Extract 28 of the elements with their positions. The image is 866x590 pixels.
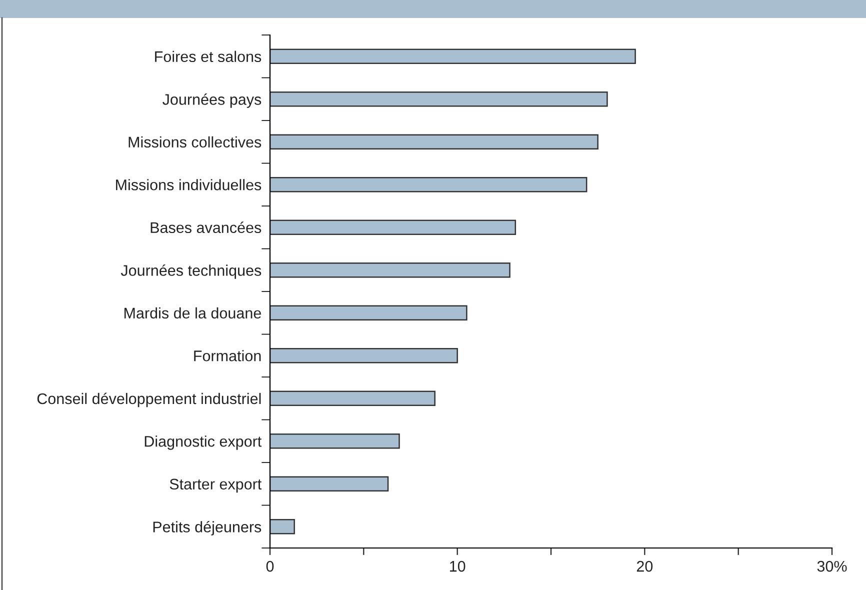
bar xyxy=(270,91,608,107)
bar xyxy=(270,305,468,321)
bar xyxy=(270,476,389,492)
y-tick-label: Journées techniques xyxy=(120,264,262,279)
bar xyxy=(270,348,458,364)
y-tick-label: Conseil développement industriel xyxy=(37,392,261,408)
x-tick-label: 10 xyxy=(450,560,466,572)
bar xyxy=(270,134,598,150)
bar xyxy=(270,220,516,236)
y-tick-label: Foires et salons xyxy=(155,50,262,62)
y-tick-label: Diagnostic export xyxy=(144,436,262,450)
x-tick-label: 0 xyxy=(266,560,274,572)
y-tick-label: Journées pays xyxy=(162,94,262,108)
bar xyxy=(270,262,510,278)
bar xyxy=(270,176,588,192)
y-tick-label: Missions collectives xyxy=(128,136,262,148)
bar xyxy=(270,518,295,534)
y-tick-label: Bases avancées xyxy=(150,222,262,234)
bar xyxy=(270,390,436,406)
x-tick-label: 30% xyxy=(817,560,847,572)
y-tick-label: Mardis de la douane xyxy=(124,307,261,319)
y-tick-label: Formation xyxy=(194,350,261,362)
bar xyxy=(270,433,400,449)
y-tick-label: Starter export xyxy=(170,478,262,493)
bar xyxy=(270,48,636,64)
x-tick-label: 20 xyxy=(636,560,653,572)
y-tick-label: Missions individuelles xyxy=(116,179,262,190)
y-tick-label: Petits déjeuners xyxy=(153,521,262,536)
